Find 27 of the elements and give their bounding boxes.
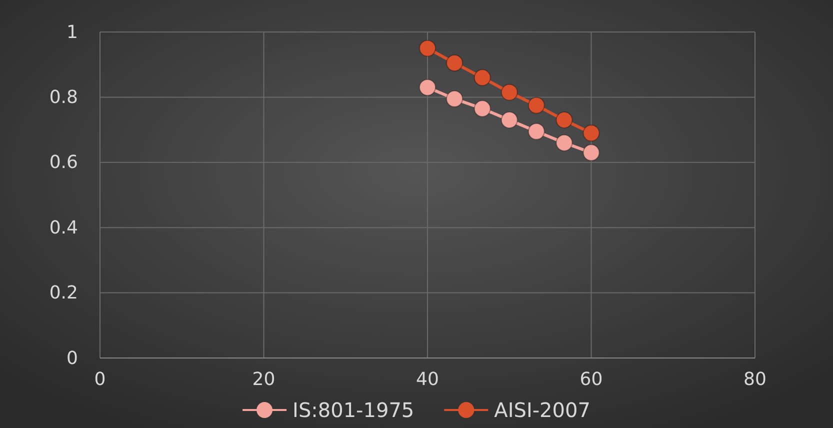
point [446, 54, 463, 72]
legend-label: IS:801-1975 [292, 398, 414, 422]
x-tick-label: 0 [94, 368, 106, 390]
point [474, 100, 491, 118]
point [556, 112, 573, 128]
y-tick-label: 0.4 [49, 217, 78, 238]
point [528, 122, 545, 140]
point [446, 90, 463, 108]
legend-label: AISI-2007 [494, 398, 590, 422]
point [419, 78, 436, 96]
y-tick-label: 0.6 [49, 152, 78, 174]
point [556, 134, 573, 152]
point [582, 124, 600, 142]
x-tick-label: 80 [744, 368, 766, 390]
y-tick-label: 1 [66, 22, 78, 43]
point [474, 69, 491, 86]
point [500, 112, 518, 128]
y-tick-label: 0.8 [49, 86, 78, 108]
point [500, 84, 518, 101]
x-tick-label: 60 [580, 368, 603, 390]
x-tick-label: 20 [252, 368, 276, 390]
point [582, 144, 600, 162]
point [528, 96, 545, 114]
y-tick-label: 0.2 [49, 282, 78, 304]
x-tick-label: 40 [416, 368, 439, 390]
y-tick-label: 0 [66, 348, 78, 369]
point [419, 40, 436, 57]
